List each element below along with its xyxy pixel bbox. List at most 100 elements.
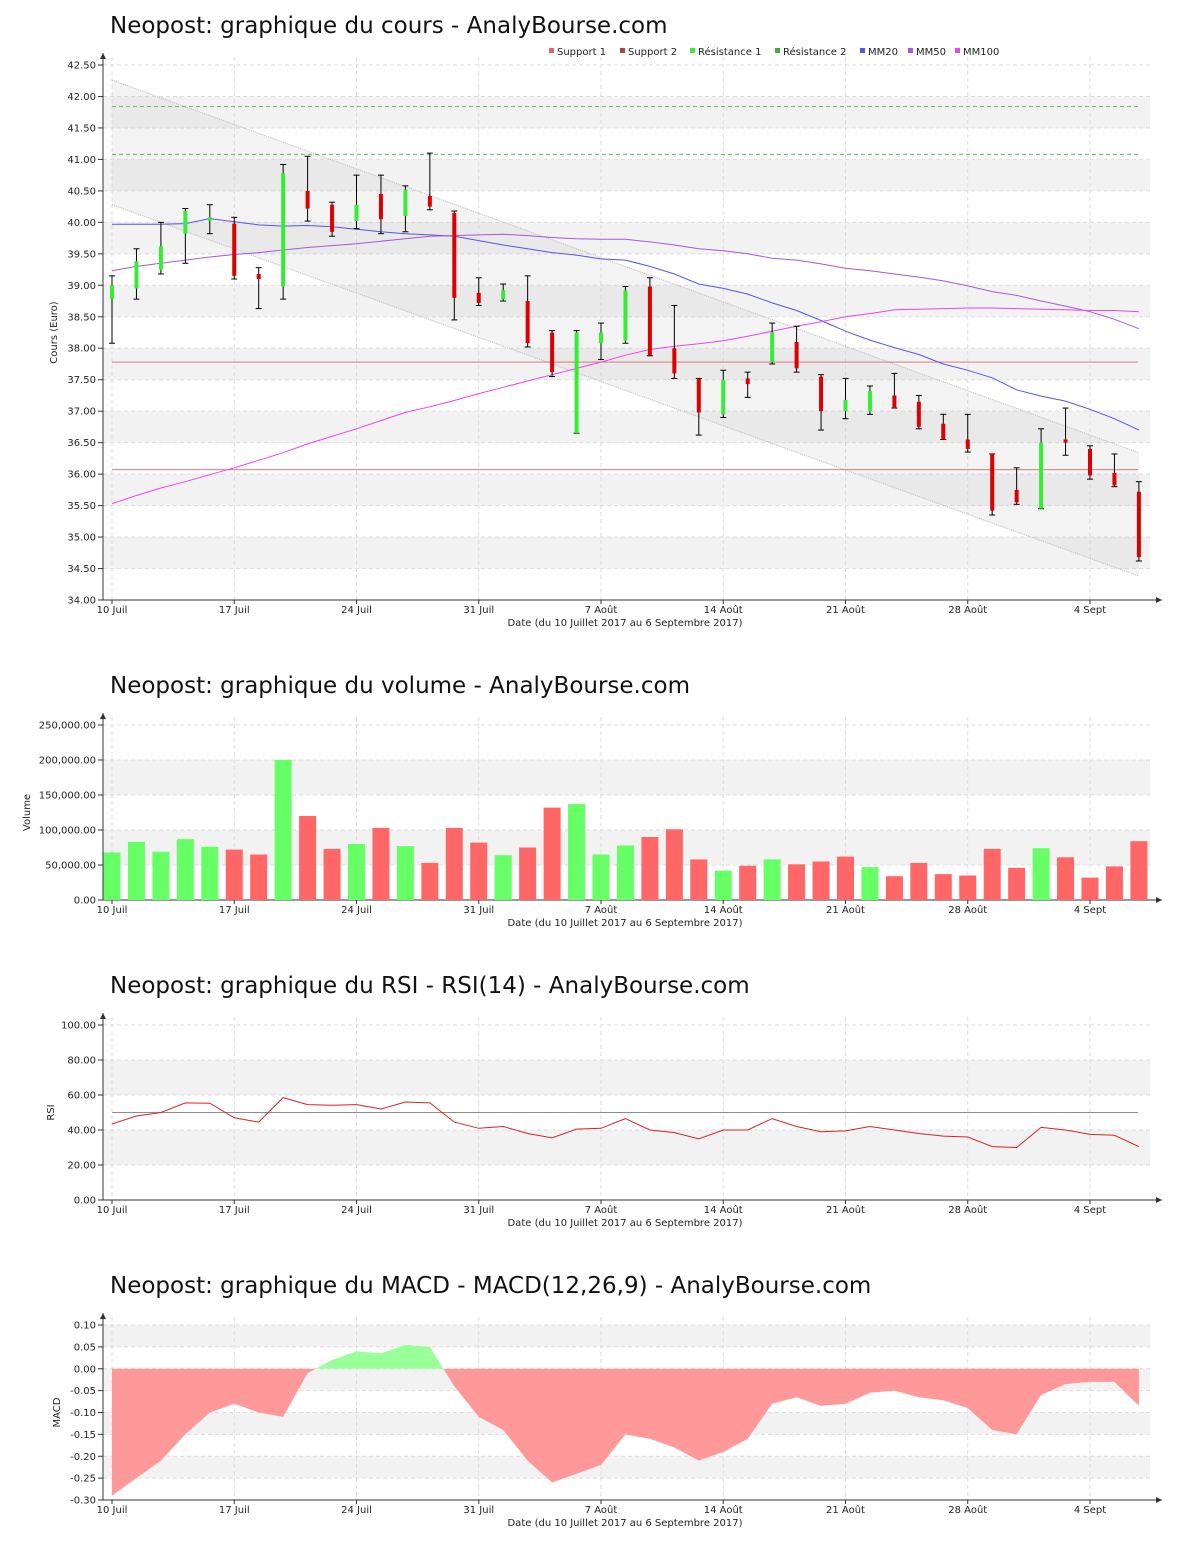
- y-tick-label: 34.50: [67, 564, 96, 575]
- x-tick-label: 10 Juil: [97, 605, 128, 616]
- volume-bar: [372, 827, 390, 900]
- rsi-panel: Neopost: graphique du RSI - RSI(14) - An…: [46, 973, 1162, 1229]
- y-tick-label: 150,000.00: [39, 791, 96, 802]
- x-tick-label: 14 Août: [704, 1204, 743, 1216]
- legend-label: Support 2: [628, 47, 677, 58]
- volume-bar: [1032, 848, 1050, 900]
- volume-bar: [568, 804, 586, 900]
- y-tick-label: 36.00: [67, 470, 96, 481]
- x-tick-label: 24 Juil: [341, 1505, 372, 1516]
- x-tick-label: 21 Août: [826, 604, 865, 616]
- legend-swatch: [690, 48, 695, 53]
- y-axis-arrow: [100, 53, 106, 59]
- candle-body: [696, 378, 701, 413]
- candle-body: [183, 211, 188, 234]
- y-tick-label: 39.00: [67, 281, 96, 292]
- y-tick-label: 250,000.00: [39, 721, 96, 732]
- legend-swatch: [908, 48, 913, 53]
- y-tick-label: 41.00: [67, 155, 96, 166]
- candle-body: [745, 378, 750, 385]
- y-tick-label: 200,000.00: [39, 756, 96, 767]
- x-tick-label: 28 Août: [948, 604, 987, 616]
- rsi-title: Neopost: graphique du RSI - RSI(14) - An…: [110, 973, 750, 999]
- candle-body: [378, 194, 383, 220]
- grid-band: [103, 1060, 1150, 1095]
- x-tick-label: 28 Août: [948, 1204, 987, 1216]
- legend-label: MM50: [916, 47, 946, 58]
- volume-bar: [250, 854, 268, 900]
- macd-panel: Neopost: graphique du MACD - MACD(12,26,…: [52, 1273, 1162, 1529]
- candle-body: [354, 204, 359, 222]
- y-axis-arrow: [100, 713, 106, 719]
- grid-band: [103, 1325, 1150, 1347]
- candle-body: [770, 332, 775, 363]
- legend-swatch: [620, 48, 625, 53]
- price-title: Neopost: graphique du cours - AnalyBours…: [110, 13, 668, 39]
- legend-label: Résistance 1: [698, 46, 761, 58]
- y-tick-label: 41.50: [67, 123, 96, 134]
- y-tick-label: 35.00: [67, 533, 96, 544]
- volume-bar: [641, 837, 659, 900]
- x-axis-label: Date (du 10 Juillet 2017 au 6 Septembre …: [507, 918, 742, 929]
- y-tick-label: 0.05: [74, 1342, 96, 1353]
- volume-bar: [910, 862, 928, 900]
- volume-bar: [959, 875, 977, 900]
- legend-label: Support 1: [557, 47, 606, 58]
- candle-body: [550, 332, 555, 373]
- y-tick-label: 40.00: [67, 218, 96, 229]
- volume-bar: [299, 816, 317, 900]
- volume-bar: [201, 846, 219, 900]
- y-tick-label: 39.50: [67, 249, 96, 260]
- x-tick-label: 7 Août: [585, 1204, 618, 1216]
- volume-bar: [788, 864, 806, 900]
- x-axis-label: Date (du 10 Juillet 2017 au 6 Septembre …: [507, 618, 742, 629]
- x-tick-label: 21 Août: [826, 904, 865, 916]
- candle-body: [158, 246, 163, 270]
- x-tick-label: 4 Sept: [1074, 1205, 1106, 1216]
- volume-bar: [812, 861, 830, 900]
- mm100-line: [111, 307, 1139, 505]
- volume-bar: [1057, 857, 1075, 900]
- volume-bar: [445, 827, 463, 900]
- volume-bar: [885, 876, 903, 900]
- candle-body: [305, 190, 310, 209]
- y-tick-label: -0.20: [70, 1452, 96, 1463]
- candle-body: [916, 401, 921, 427]
- y-tick-label: 37.50: [67, 375, 96, 386]
- x-tick-label: 14 Août: [704, 904, 743, 916]
- legend-swatch: [860, 48, 865, 53]
- y-tick-label: 38.50: [67, 312, 96, 323]
- y-tick-label: 100,000.00: [39, 826, 96, 837]
- grid-band: [103, 348, 1150, 380]
- candle-body: [1088, 448, 1092, 476]
- volume-bar: [616, 845, 634, 900]
- candle-body: [599, 332, 603, 344]
- y-tick-label: 34.00: [67, 596, 96, 607]
- volume-bar: [714, 870, 732, 900]
- y-tick-label: 36.50: [67, 438, 96, 449]
- y-tick-label: 0.10: [74, 1321, 96, 1332]
- y-tick-label: 42.00: [67, 92, 96, 103]
- volume-bar: [396, 846, 414, 900]
- volume-bar: [1008, 867, 1026, 900]
- y-tick-label: 40.00: [67, 1126, 96, 1137]
- grid-band: [103, 159, 1150, 191]
- candle-body: [134, 261, 139, 289]
- trend-channel-upper: [111, 79, 1140, 454]
- volume-bar: [934, 874, 952, 900]
- x-tick-label: 7 Août: [585, 604, 618, 616]
- y-axis-label: RSI: [46, 1104, 57, 1120]
- legend-label: MM100: [963, 47, 999, 58]
- x-tick-label: 10 Juil: [97, 905, 128, 916]
- candle-body: [403, 189, 408, 217]
- x-axis-arrow: [1156, 897, 1162, 903]
- volume-title: Neopost: graphique du volume - AnalyBour…: [110, 673, 690, 699]
- y-tick-label: 35.50: [67, 501, 96, 512]
- x-tick-label: 7 Août: [585, 904, 618, 916]
- volume-bar: [983, 848, 1001, 900]
- x-tick-label: 17 Juil: [219, 605, 250, 616]
- volume-bar: [323, 848, 341, 900]
- candle-body: [990, 453, 995, 511]
- y-tick-label: 37.00: [67, 407, 96, 418]
- candle-body: [965, 439, 970, 449]
